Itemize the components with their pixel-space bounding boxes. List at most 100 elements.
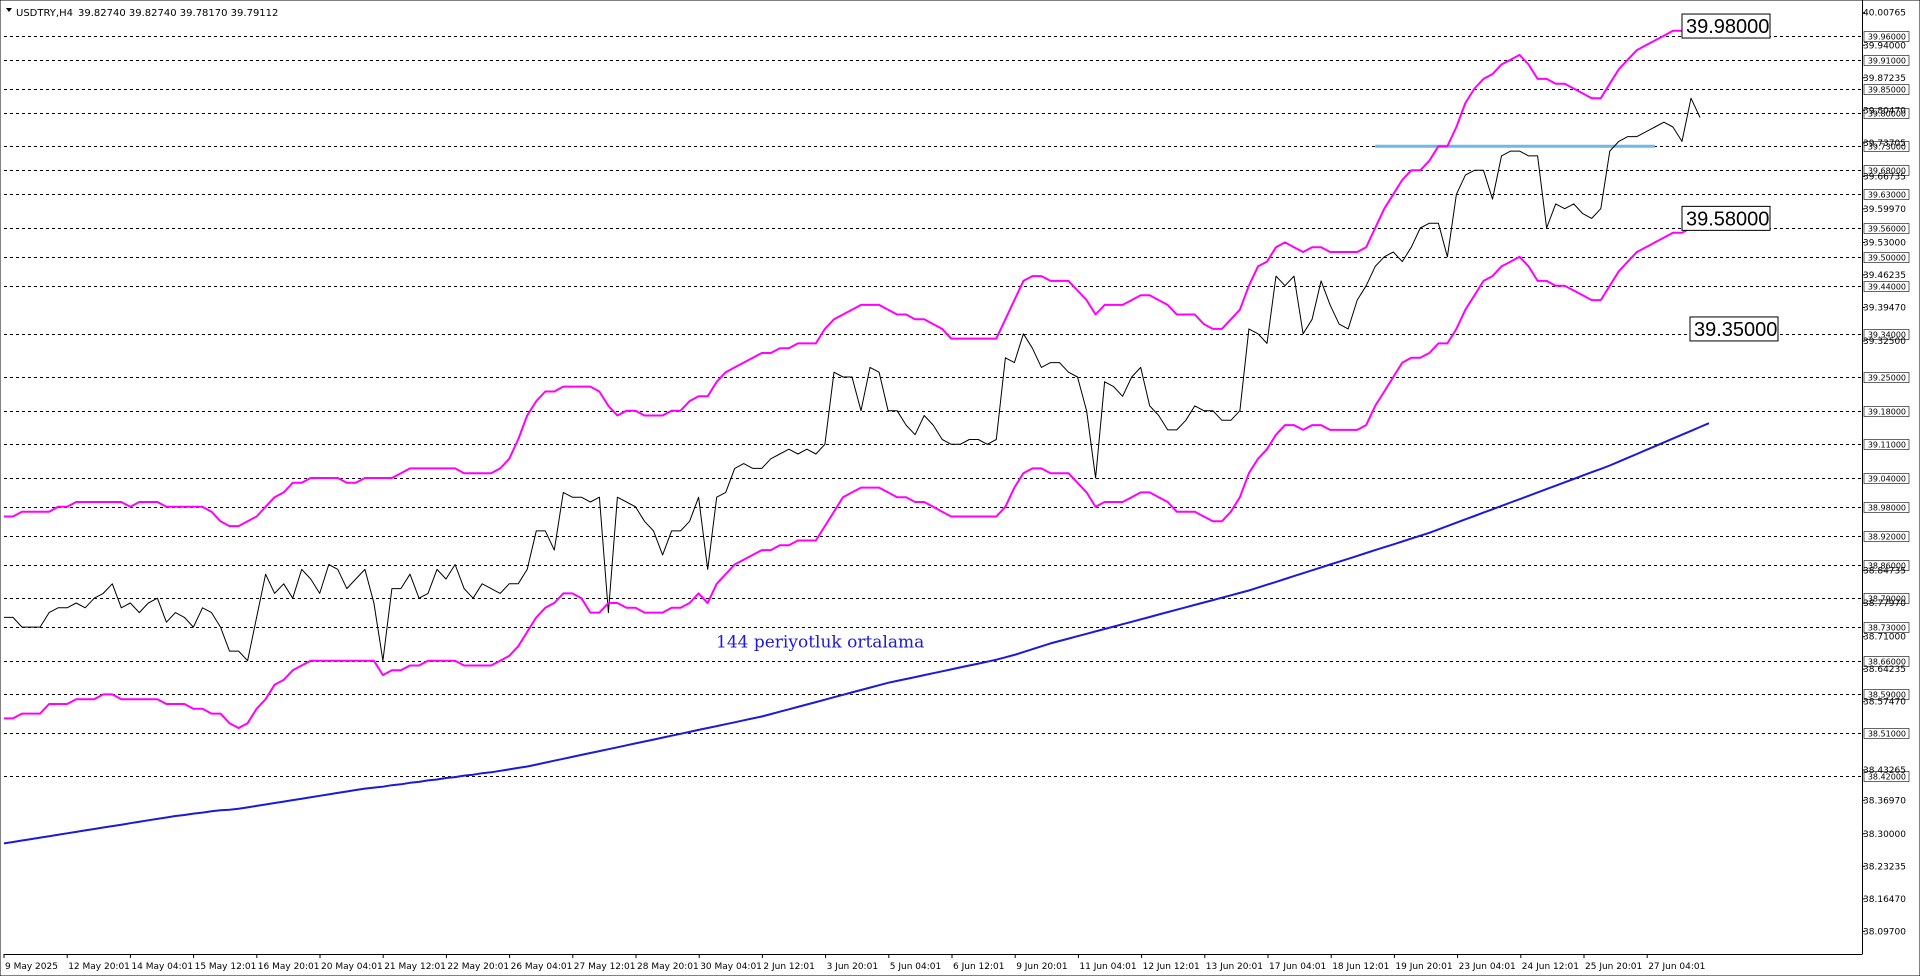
y-tick-label: 39.80470: [1863, 106, 1906, 116]
y-tick-label: 38.43265: [1863, 766, 1906, 776]
x-tick-label: 15 May 12:01: [195, 962, 257, 972]
x-tick-label: 12 May 20:01: [68, 962, 130, 972]
y-tick-label: 38.71000: [1863, 633, 1906, 643]
boxed-label-bg: [1681, 13, 1771, 39]
y-tick-label: 39.87235: [1863, 74, 1906, 84]
level-label: 38.86000: [1868, 562, 1906, 571]
level-label-bg: [1863, 473, 1910, 484]
x-axis: 9 May 2025 12 May 20:01 14 May 04:01 15 May…: [3, 954, 1705, 972]
level-label: 39.11000: [1868, 441, 1906, 450]
level-label-bg: [1863, 593, 1910, 604]
x-tick-label: 14 May 04:01: [131, 962, 193, 972]
y-tick-label: 38.77970: [1863, 599, 1906, 609]
boxed-label-text: 39.98000: [1686, 16, 1769, 38]
series-price: [4, 97, 1701, 662]
level-label-bg: [1863, 108, 1910, 119]
level-label: 38.92000: [1868, 533, 1906, 542]
level-label-bg: [1863, 656, 1910, 667]
y-tick-label: 38.84735: [1863, 567, 1906, 577]
level-label: 39.44000: [1868, 283, 1906, 292]
x-tick-label: 3 Jun 20:01: [827, 962, 878, 972]
y-tick-label: 39.53000: [1863, 238, 1906, 248]
y-tick-label: 38.36970: [1863, 796, 1906, 806]
x-tick-label: 25 Jun 20:01: [1585, 962, 1642, 972]
level-label-bg: [1863, 189, 1910, 200]
level-label-bg: [1863, 281, 1910, 292]
level-label: 39.91000: [1868, 57, 1906, 66]
level-label-bg: [1863, 560, 1910, 571]
x-tick-label: 22 May 20:01: [447, 962, 509, 972]
level-label: 39.68000: [1868, 167, 1906, 176]
x-tick-label: 2 Jun 12:01: [763, 962, 814, 972]
y-tick-label: 38.30000: [1863, 830, 1906, 840]
x-tick-label: 27 May 12:01: [574, 962, 636, 972]
level-label: 39.50000: [1868, 254, 1906, 263]
x-tick-label: 27 Jun 04:01: [1648, 962, 1705, 972]
level-label-bg: [1863, 531, 1910, 542]
x-tick-label: 19 Jun 20:01: [1395, 962, 1452, 972]
x-tick-label: 21 May 12:01: [384, 962, 446, 972]
y-tick-label: 38.64235: [1863, 665, 1906, 675]
level-label: 39.85000: [1868, 86, 1906, 95]
level-label-bg: [1863, 252, 1910, 263]
x-tick-label: 28 May 20:01: [637, 962, 699, 972]
series-group: [3, 25, 1710, 845]
level-label: 39.96000: [1868, 33, 1906, 42]
x-tick-label: 9 Jun 20:01: [1016, 962, 1067, 972]
boxed-label-bg: [1689, 316, 1779, 342]
level-label: 38.59000: [1868, 691, 1906, 700]
level-label: 39.73000: [1868, 143, 1906, 152]
level-label-bg: [1863, 165, 1910, 176]
y-tick-label: 38.16470: [1863, 895, 1906, 905]
level-label: 39.34000: [1868, 331, 1906, 340]
level-label-bg: [1863, 728, 1910, 739]
level-label: 38.79000: [1868, 595, 1906, 604]
x-tick-label: 30 May 04:01: [700, 962, 762, 972]
level-label-bg: [1863, 55, 1910, 66]
level-label-bg: [1863, 372, 1910, 383]
moving-average-annotation: 144 periyotluk ortalama: [716, 632, 924, 652]
level-label: 39.56000: [1868, 225, 1906, 234]
y-axis: 39.96000 39.91000 39.85000 39.80000 39.73000…: [1862, 9, 1910, 937]
level-label-bg: [1863, 223, 1910, 234]
x-tick-label: 23 Jun 04:01: [1459, 962, 1516, 972]
y-tick-label: 39.32500: [1863, 337, 1906, 347]
y-tick-label: 39.39470: [1863, 303, 1906, 313]
x-tick-label: 11 Jun 04:01: [1079, 962, 1136, 972]
level-label: 38.73000: [1868, 624, 1906, 633]
y-tick-label: 39.94000: [1863, 41, 1906, 51]
collapse-triangle-icon[interactable]: [6, 8, 12, 12]
y-tick-label: 38.57470: [1863, 698, 1906, 708]
level-label-bg: [1863, 689, 1910, 700]
level-label: 38.51000: [1868, 730, 1906, 739]
x-tick-label: 16 May 20:01: [258, 962, 320, 972]
series-moving-average-144: [3, 422, 1710, 845]
boxed-label-text: 39.58000: [1686, 208, 1769, 230]
boxed-price-labels: 39.98000 39.58000 39.35000: [1681, 13, 1779, 342]
level-label-bg: [1863, 141, 1910, 152]
level-label: 38.42000: [1868, 773, 1906, 782]
x-tick-label: 13 Jun 20:01: [1206, 962, 1263, 972]
level-label: 39.80000: [1868, 110, 1906, 119]
level-label: 38.98000: [1868, 504, 1906, 513]
level-label-bg: [1863, 84, 1910, 95]
ohlc-readout: 39.82740 39.82740 39.78170 39.79112: [78, 8, 278, 19]
boxed-label-text: 39.35000: [1694, 319, 1777, 341]
series-lower-band: [4, 222, 1701, 729]
level-label-bg: [1863, 622, 1910, 633]
x-tick-label: 26 May 04:01: [511, 962, 573, 972]
level-label-bg: [1863, 329, 1910, 340]
chart-title: USDTRY,H4: [16, 8, 73, 19]
level-label: 38.66000: [1868, 658, 1906, 667]
x-tick-label: 6 Jun 12:01: [953, 962, 1004, 972]
level-label: 39.25000: [1868, 374, 1906, 383]
y-tick-label: 39.59970: [1863, 205, 1906, 215]
boxed-label-bg: [1681, 205, 1771, 231]
x-tick-label: 17 Jun 04:01: [1269, 962, 1326, 972]
y-tick-label: 38.23235: [1863, 862, 1906, 872]
level-label-bg: [1863, 439, 1910, 450]
level-label: 39.04000: [1868, 475, 1906, 484]
level-label-bg: [1863, 406, 1910, 417]
